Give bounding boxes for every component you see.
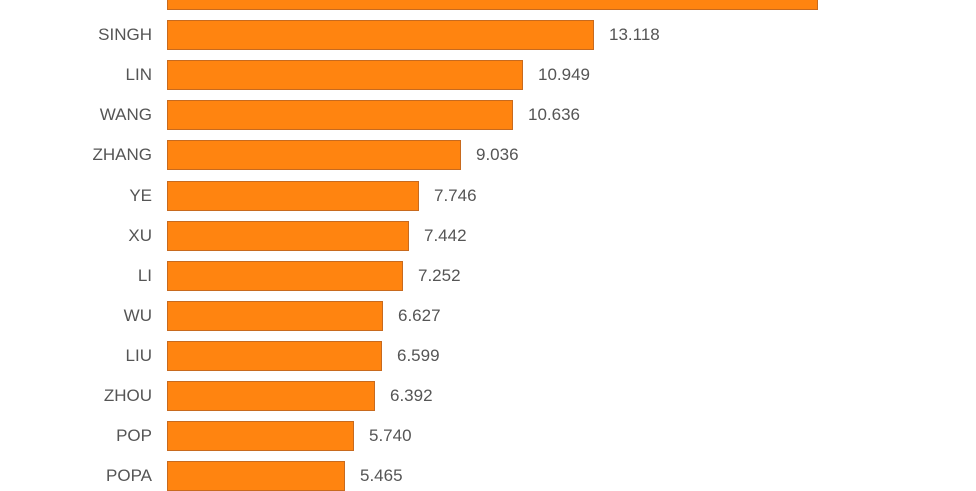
value-label: 5.465 xyxy=(360,466,403,486)
bar-row: POPA 5.465 xyxy=(0,461,976,491)
value-label: 10.636 xyxy=(528,105,580,125)
category-label: LI xyxy=(137,265,152,285)
bar xyxy=(167,260,403,291)
category-label: WU xyxy=(123,305,152,325)
bar-row: LIN 10.949 xyxy=(0,60,976,91)
bar-row: XU 7.442 xyxy=(0,220,976,251)
value-label: 6.627 xyxy=(398,305,441,325)
bar-row: ZHANG 9.036 xyxy=(0,140,976,171)
category-label: CHEN xyxy=(104,0,152,10)
category-label: XU xyxy=(128,225,152,245)
value-label: 10.949 xyxy=(538,65,590,85)
value-label: 6.599 xyxy=(397,345,440,365)
bar-row: LIU 6.599 xyxy=(0,340,976,371)
bar-row: WANG 10.636 xyxy=(0,100,976,131)
bar xyxy=(167,461,345,491)
category-label: SINGH xyxy=(98,25,152,45)
bar xyxy=(167,381,375,411)
value-label: 7.746 xyxy=(434,185,477,205)
category-label: WANG xyxy=(99,105,152,125)
bar-row: LI 7.252 xyxy=(0,260,976,291)
bar-row: CHEN 20.0 xyxy=(0,0,976,10)
category-label: LIU xyxy=(125,345,152,365)
bar-row: SINGH 13.118 xyxy=(0,20,976,51)
bar xyxy=(167,60,523,91)
value-label: 20.0 xyxy=(833,0,866,10)
bar xyxy=(167,100,513,131)
category-label: ZHOU xyxy=(103,386,152,405)
category-label: POP xyxy=(116,426,152,446)
bar xyxy=(167,220,409,251)
bar-row: ZHOU 6.392 xyxy=(0,381,976,411)
bar xyxy=(167,421,354,452)
value-label: 9.036 xyxy=(476,145,519,165)
bar-row: POP 5.740 xyxy=(0,421,976,452)
bar xyxy=(167,140,461,171)
bar-row: WU 6.627 xyxy=(0,300,976,331)
category-label: LIN xyxy=(125,65,152,85)
category-label: POPA xyxy=(106,466,152,486)
category-label: ZHANG xyxy=(92,145,153,165)
value-label: 13.118 xyxy=(609,25,660,45)
bar xyxy=(167,300,383,331)
bar xyxy=(167,180,419,211)
value-label: 6.392 xyxy=(390,386,433,405)
bar xyxy=(167,340,382,371)
category-label: YE xyxy=(129,185,152,205)
bar xyxy=(167,20,594,51)
value-label: 7.252 xyxy=(418,265,461,285)
bar xyxy=(167,0,818,10)
value-label: 7.442 xyxy=(424,225,467,245)
bar-row: YE 7.746 xyxy=(0,180,976,211)
value-label: 5.740 xyxy=(369,426,412,446)
